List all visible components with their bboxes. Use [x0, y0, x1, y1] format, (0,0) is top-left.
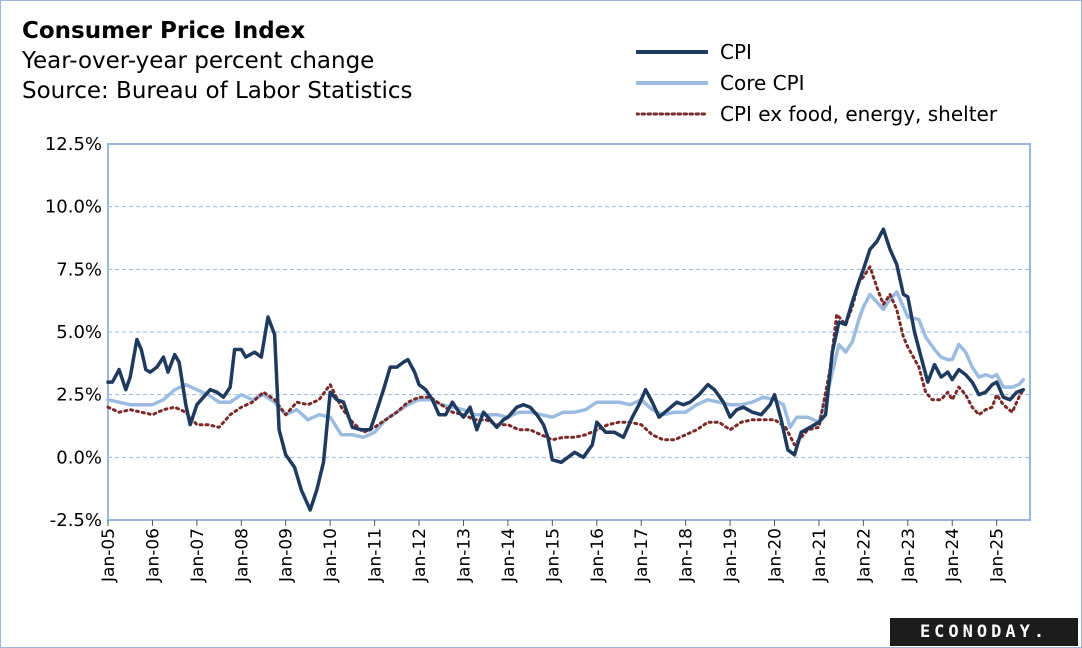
x-tick-label: Jan-16	[588, 528, 608, 583]
x-tick-label: Jan-06	[143, 528, 163, 583]
y-tick-label: 12.5%	[45, 134, 102, 155]
y-tick-label: -2.5%	[50, 510, 102, 531]
y-tick-label: 7.5%	[56, 259, 102, 280]
x-tick-label: Jan-08	[232, 528, 252, 583]
legend-label-core-cpi: Core CPI	[720, 71, 805, 95]
x-tick-label: Jan-20	[766, 528, 786, 583]
econoday-logo: ECONODAY.	[890, 618, 1078, 646]
x-tick-label: Jan-12	[410, 528, 430, 583]
y-tick-label: 0.0%	[56, 447, 102, 468]
legend-swatch-cpi-ex	[636, 112, 708, 116]
y-tick-label: 10.0%	[45, 197, 102, 218]
x-tick-label: Jan-10	[321, 528, 341, 583]
x-tick-label: Jan-14	[499, 528, 519, 583]
legend-swatch-cpi	[636, 50, 708, 54]
x-tick-label: Jan-15	[543, 528, 563, 583]
x-tick-label: Jan-22	[854, 528, 874, 583]
x-tick-label: Jan-25	[988, 528, 1008, 583]
plot-area	[107, 143, 1031, 521]
x-tick-label: Jan-05	[99, 528, 119, 583]
chart-source: Source: Bureau of Labor Statistics	[22, 78, 413, 104]
x-tick-label: Jan-21	[810, 528, 830, 583]
x-tick-label: Jan-17	[632, 528, 652, 583]
x-tick-label: Jan-13	[454, 528, 474, 583]
x-tick-label: Jan-11	[366, 528, 386, 583]
x-tick-label: Jan-23	[899, 528, 919, 583]
x-tick-label: Jan-09	[277, 528, 297, 583]
x-tick-label: Jan-07	[188, 528, 208, 583]
legend-swatch-core-cpi	[636, 81, 708, 85]
series-line-core-cpi	[106, 290, 1026, 440]
x-tick-label: Jan-18	[677, 528, 697, 583]
chart-subtitle: Year-over-year percent change	[22, 48, 375, 74]
x-tick-label: Jan-19	[721, 528, 741, 583]
legend-label-cpi-ex: CPI ex food, energy, shelter	[720, 102, 998, 126]
chart-title: Consumer Price Index	[22, 18, 306, 44]
y-tick-label: 5.0%	[56, 322, 102, 343]
y-tick-label: 2.5%	[56, 385, 102, 406]
chart-title-block: Consumer Price Index Year-over-year perc…	[22, 16, 412, 106]
x-tick-label: Jan-24	[943, 528, 963, 583]
legend-label-cpi: CPI	[720, 40, 752, 64]
series-line-cpi	[106, 227, 1026, 512]
